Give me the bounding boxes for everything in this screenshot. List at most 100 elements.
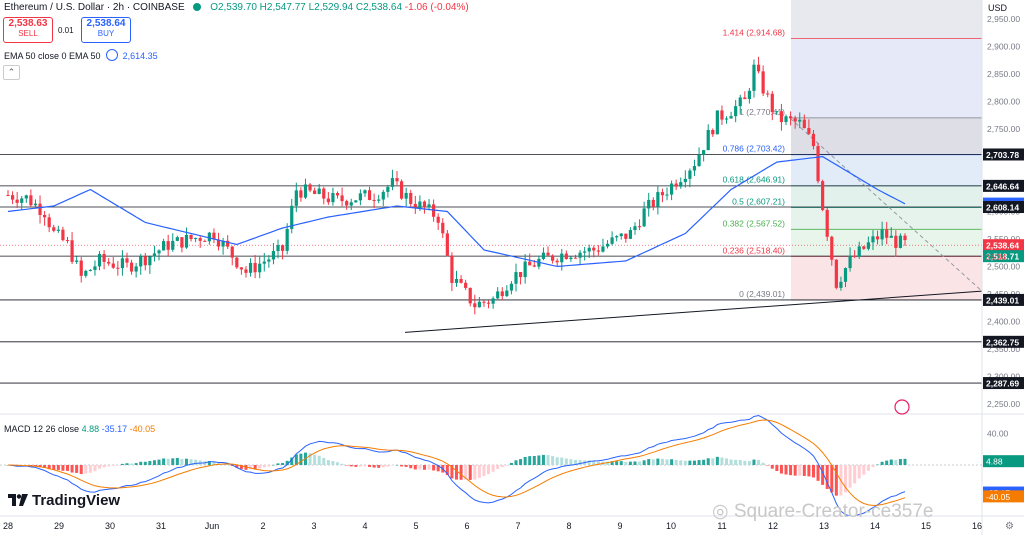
candle-body[interactable] bbox=[271, 251, 276, 260]
candle-body[interactable] bbox=[129, 262, 134, 272]
candle-body[interactable] bbox=[148, 256, 152, 266]
signal-line[interactable] bbox=[7, 419, 906, 506]
candle-body[interactable] bbox=[724, 118, 729, 120]
candle-body[interactable] bbox=[560, 253, 564, 263]
candle-body[interactable] bbox=[798, 119, 802, 122]
candle-body[interactable] bbox=[203, 240, 207, 242]
candle-body[interactable] bbox=[180, 237, 184, 248]
candle-body[interactable] bbox=[70, 240, 74, 262]
candle-body[interactable] bbox=[349, 202, 353, 206]
candle-body[interactable] bbox=[175, 237, 179, 241]
candle-body[interactable] bbox=[10, 195, 15, 200]
candle-body[interactable] bbox=[747, 90, 751, 100]
candle-body[interactable] bbox=[569, 257, 573, 260]
candle-body[interactable] bbox=[152, 253, 157, 257]
candle-body[interactable] bbox=[848, 255, 852, 269]
candle-body[interactable] bbox=[61, 229, 65, 241]
candle-body[interactable] bbox=[647, 199, 651, 209]
candle-body[interactable] bbox=[345, 201, 349, 206]
candle-body[interactable] bbox=[514, 272, 518, 284]
candle-body[interactable] bbox=[523, 261, 527, 278]
candle-body[interactable] bbox=[290, 205, 294, 229]
candle-body[interactable] bbox=[267, 259, 271, 262]
candle-body[interactable] bbox=[212, 232, 216, 240]
candle-body[interactable] bbox=[729, 116, 733, 119]
candle-body[interactable] bbox=[615, 236, 619, 238]
candle-body[interactable] bbox=[102, 253, 106, 262]
candle-body[interactable] bbox=[669, 183, 674, 195]
candle-body[interactable] bbox=[734, 106, 738, 117]
candle-body[interactable] bbox=[889, 235, 893, 238]
candle-body[interactable] bbox=[770, 93, 774, 113]
candle-body[interactable] bbox=[894, 235, 898, 248]
candle-body[interactable] bbox=[743, 97, 747, 100]
candle-body[interactable] bbox=[294, 190, 298, 206]
trend-line[interactable] bbox=[404, 290, 983, 333]
candle-body[interactable] bbox=[166, 241, 170, 250]
candle-body[interactable] bbox=[843, 268, 848, 282]
candle-body[interactable] bbox=[532, 265, 536, 267]
candle-body[interactable] bbox=[697, 154, 701, 167]
candle-body[interactable] bbox=[6, 195, 10, 197]
candle-body[interactable] bbox=[459, 279, 463, 283]
candle-body[interactable] bbox=[331, 193, 335, 203]
candle-body[interactable] bbox=[143, 256, 147, 266]
candle-body[interactable] bbox=[239, 267, 244, 270]
candle-body[interactable] bbox=[660, 192, 665, 196]
candle-body[interactable] bbox=[788, 116, 793, 119]
candle-body[interactable] bbox=[258, 263, 262, 273]
candle-body[interactable] bbox=[541, 252, 546, 259]
candle-body[interactable] bbox=[20, 198, 24, 203]
candle-body[interactable] bbox=[189, 234, 193, 240]
candle-body[interactable] bbox=[509, 283, 514, 291]
candle-body[interactable] bbox=[903, 235, 907, 241]
candle-body[interactable] bbox=[441, 222, 445, 234]
candle-body[interactable] bbox=[706, 130, 710, 151]
candle-body[interactable] bbox=[340, 195, 344, 202]
candle-body[interactable] bbox=[601, 246, 605, 252]
candle-body[interactable] bbox=[216, 239, 221, 247]
candle-body[interactable] bbox=[775, 111, 779, 113]
dashed-trend-line[interactable] bbox=[789, 117, 983, 292]
candle-body[interactable] bbox=[276, 245, 280, 252]
candle-body[interactable] bbox=[107, 261, 111, 264]
candle-body[interactable] bbox=[43, 214, 47, 218]
candle-body[interactable] bbox=[839, 281, 843, 288]
candle-body[interactable] bbox=[280, 245, 285, 251]
candle-body[interactable] bbox=[24, 195, 28, 199]
candle-body[interactable] bbox=[194, 238, 198, 240]
candle-body[interactable] bbox=[372, 199, 376, 201]
candle-body[interactable] bbox=[784, 116, 788, 123]
candle-body[interactable] bbox=[628, 230, 633, 239]
tradingview-logo[interactable]: TradingView bbox=[8, 492, 120, 509]
candle-body[interactable] bbox=[853, 255, 857, 257]
candle-body[interactable] bbox=[52, 227, 56, 231]
candle-body[interactable] bbox=[633, 226, 637, 231]
candle-body[interactable] bbox=[367, 190, 372, 200]
candle-body[interactable] bbox=[120, 258, 125, 269]
candle-body[interactable] bbox=[674, 183, 678, 187]
candle-body[interactable] bbox=[651, 199, 655, 207]
candle-body[interactable] bbox=[47, 217, 51, 228]
candle-body[interactable] bbox=[335, 193, 340, 196]
candle-body[interactable] bbox=[505, 290, 509, 297]
candle-body[interactable] bbox=[688, 170, 692, 179]
candle-body[interactable] bbox=[715, 110, 719, 135]
candle-body[interactable] bbox=[898, 235, 903, 248]
candle-body[interactable] bbox=[834, 259, 838, 288]
candle-body[interactable] bbox=[111, 263, 115, 268]
candle-body[interactable] bbox=[477, 301, 481, 308]
candle-body[interactable] bbox=[500, 291, 504, 297]
candle-body[interactable] bbox=[93, 266, 97, 270]
candle-body[interactable] bbox=[445, 233, 449, 256]
candle-body[interactable] bbox=[386, 186, 390, 192]
candle-body[interactable] bbox=[555, 260, 559, 263]
candle-body[interactable] bbox=[738, 97, 742, 107]
candle-body[interactable] bbox=[464, 282, 468, 288]
ema-legend[interactable]: EMA 50 close 0 EMA 50 2,614.35 bbox=[4, 49, 158, 61]
currency-label[interactable]: USD bbox=[988, 3, 1008, 13]
candle-body[interactable] bbox=[496, 291, 500, 299]
candle-body[interactable] bbox=[33, 203, 38, 206]
candle-body[interactable] bbox=[807, 128, 811, 134]
